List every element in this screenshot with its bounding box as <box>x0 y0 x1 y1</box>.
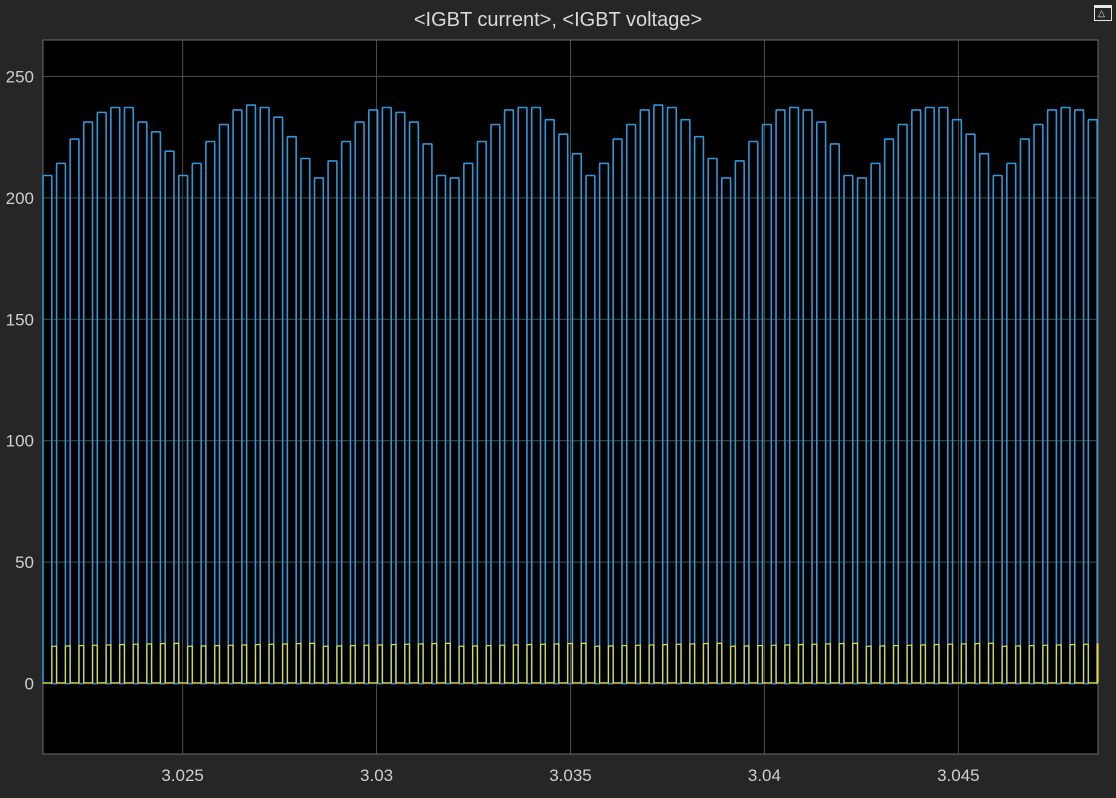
x-tick-label: 3.035 <box>549 766 592 785</box>
x-tick-label: 3.025 <box>161 766 204 785</box>
y-tick-label: 0 <box>25 675 34 694</box>
chart-title: <IGBT current>, <IGBT voltage> <box>413 9 703 31</box>
y-tick-label: 100 <box>6 432 34 451</box>
series-line-igbt-voltage <box>42 104 1098 685</box>
tick-labels: 0 50 100 150 200 250 3.025 3.03 3.035 3.04 3.045 <box>6 67 980 785</box>
y-tick-label: 200 <box>6 189 34 208</box>
series-layer <box>42 104 1099 685</box>
y-tick-label: 50 <box>15 553 34 572</box>
restore-axes-icon[interactable]: △ <box>1094 5 1112 21</box>
y-tick-label: 150 <box>6 310 34 329</box>
y-tick-label: 250 <box>6 67 34 86</box>
series-line-igbt-current <box>43 642 1099 684</box>
x-tick-label: 3.045 <box>937 766 980 785</box>
x-tick-label: 3.03 <box>360 766 393 785</box>
x-tick-label: 3.04 <box>748 766 781 785</box>
